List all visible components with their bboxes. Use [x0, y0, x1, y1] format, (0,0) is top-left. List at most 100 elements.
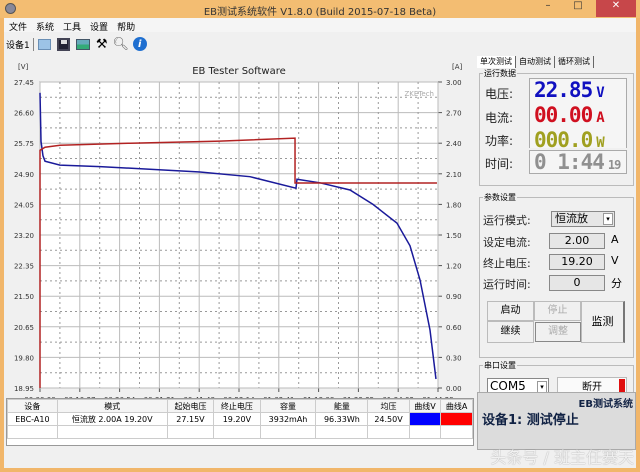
cell-start-voltage: 27.15V: [166, 412, 215, 426]
col-end-voltage: 终止电压: [213, 399, 261, 413]
params-legend: 参数设置: [484, 193, 516, 202]
y2-tick-label: 0.90: [446, 293, 462, 301]
voltage-current-chart: 27.453.0000:00:0026.602.7000:10:2725.752…: [14, 63, 463, 404]
col-capacity: 容量: [259, 399, 317, 413]
y-axis-label: [V]: [18, 63, 29, 71]
readout-box: 22.85 V 00.00 A 000.0 W: [529, 78, 627, 151]
save-icon[interactable]: [56, 36, 72, 52]
menu-settings[interactable]: 设置: [90, 23, 109, 33]
runtime-input[interactable]: 0: [549, 275, 605, 291]
chart-panel: 27.453.0000:00:0026.602.7000:10:2725.752…: [6, 56, 474, 404]
com-port-select[interactable]: COM5 ▾: [487, 378, 549, 396]
col-start-voltage: 起始电压: [166, 399, 215, 413]
menu-help[interactable]: 帮助: [117, 23, 136, 33]
tab-auto-test[interactable]: 自动测试: [516, 56, 555, 68]
y-tick-label: 26.60: [14, 110, 34, 118]
chevron-down-icon[interactable]: ▾: [603, 213, 613, 225]
status-message: 设备1: 测试停止: [482, 413, 579, 428]
runtime-unit: 分: [611, 277, 622, 290]
cell-curve-a-color[interactable]: [440, 412, 473, 426]
col-device: 设备: [7, 399, 58, 413]
menu-system[interactable]: 系统: [36, 23, 55, 33]
watermark: 头条号 / 班主任赛天: [490, 448, 634, 467]
y2-tick-label: 0.60: [446, 324, 462, 332]
mode-select[interactable]: 恒流放 ▾: [551, 211, 615, 227]
control-panel: 单次测试 自动测试 循环测试 运行数据 电压: 电流: 功率: 时间: 22.8…: [477, 56, 636, 468]
current-unit: A: [611, 233, 619, 246]
folder-icon[interactable]: [37, 36, 53, 52]
status-panel: EB测试系统 设备1: 测试停止: [477, 392, 636, 450]
y2-tick-label: 2.10: [446, 171, 462, 179]
cell-curve-v-color[interactable]: [408, 412, 442, 426]
table-header-row: 设备 模式 起始电压 终止电压 容量 能量 均压 曲线V 曲线A: [7, 399, 473, 413]
col-energy: 能量: [315, 399, 369, 413]
app-icon: [5, 3, 16, 14]
runtime-label: 运行时间:: [483, 278, 531, 291]
power-readout: 000.0 W: [534, 128, 605, 152]
mode-label: 运行模式:: [483, 214, 531, 227]
chart-watermark: ZKETech: [405, 90, 435, 98]
info-icon[interactable]: i: [132, 36, 148, 52]
y-tick-label: 24.90: [14, 171, 34, 179]
maximize-button[interactable]: □: [573, 0, 583, 11]
col-curve-a: 曲线A: [440, 399, 473, 413]
cutoff-voltage-input[interactable]: 19.20: [549, 254, 605, 270]
tab-cycle-test[interactable]: 循环测试: [555, 56, 594, 68]
adjust-button[interactable]: 调整: [535, 322, 581, 342]
cell-end-voltage: 19.20V: [213, 412, 261, 426]
continue-button[interactable]: 继续: [487, 321, 534, 343]
cutoff-unit: V: [611, 254, 619, 267]
minimize-button[interactable]: –: [545, 0, 551, 11]
y-tick-label: 23.20: [14, 232, 34, 240]
y2-tick-label: 0.00: [446, 385, 462, 393]
y2-tick-label: 1.80: [446, 201, 462, 209]
chart-title: EB Tester Software: [192, 66, 286, 77]
set-current-input[interactable]: 2.00: [549, 233, 605, 249]
results-table: 设备 模式 起始电压 终止电压 容量 能量 均压 曲线V 曲线A EBC-A10…: [6, 398, 474, 446]
time-readout: 0 1:44 19: [529, 150, 627, 174]
voltage-readout: 22.85 V: [534, 78, 605, 102]
menu-tools[interactable]: 工具: [63, 23, 82, 33]
magnifier-icon[interactable]: 🔍︎: [112, 36, 129, 52]
stop-button[interactable]: 停止: [534, 301, 581, 321]
tools-icon[interactable]: ⚒: [95, 36, 108, 52]
y-tick-label: 25.75: [14, 140, 34, 148]
toolbar: 设备1 ⚒ 🔍︎ i: [4, 34, 636, 54]
current-readout: 00.00 A: [534, 103, 605, 127]
cutoff-voltage-label: 终止电压:: [483, 257, 531, 270]
y2-tick-label: 2.70: [446, 110, 462, 118]
cell-mode: 恒流放 2.00A 19.20V: [56, 412, 168, 426]
start-button[interactable]: 启动: [487, 301, 534, 321]
y2-axis-label: [A]: [452, 63, 463, 71]
image-icon[interactable]: [75, 36, 91, 52]
status-title: EB测试系统: [578, 399, 633, 410]
serial-legend: 串口设置: [484, 361, 516, 370]
run-data-group: 运行数据: [479, 68, 634, 186]
device-selector[interactable]: 设备1: [6, 37, 34, 51]
y-tick-label: 20.65: [14, 324, 34, 332]
cell-avg-voltage: 24.50V: [367, 412, 410, 426]
cell-energy: 96.33Wh: [315, 412, 369, 426]
connection-indicator: [619, 379, 625, 396]
run-data-legend: 运行数据: [484, 69, 516, 78]
set-current-label: 设定电流:: [483, 236, 531, 249]
y-tick-label: 27.45: [14, 79, 34, 87]
y2-tick-label: 3.00: [446, 79, 462, 87]
current-label: 电流:: [485, 111, 514, 125]
menu-bar: 文件 系统 工具 设置 帮助: [4, 18, 636, 33]
y2-tick-label: 1.50: [446, 232, 462, 240]
menu-file[interactable]: 文件: [9, 23, 28, 33]
y-tick-label: 21.50: [14, 293, 34, 301]
title-bar: EB测试系统软件 V1.8.0 (Build 2015-07-18 Beta) …: [0, 0, 640, 18]
tab-single-test[interactable]: 单次测试: [477, 56, 516, 68]
y2-tick-label: 1.20: [446, 263, 462, 271]
table-row[interactable]: EBC-A10 恒流放 2.00A 19.20V 27.15V 19.20V 3…: [7, 412, 473, 426]
monitor-button[interactable]: 监测: [581, 301, 625, 343]
table-empty-row: [7, 425, 473, 439]
test-tabs: 单次测试 自动测试 循环测试: [477, 56, 636, 68]
close-button[interactable]: ✕: [596, 0, 636, 17]
y-tick-label: 22.35: [14, 263, 34, 271]
col-mode: 模式: [56, 399, 168, 413]
params-group: 参数设置: [479, 192, 634, 358]
